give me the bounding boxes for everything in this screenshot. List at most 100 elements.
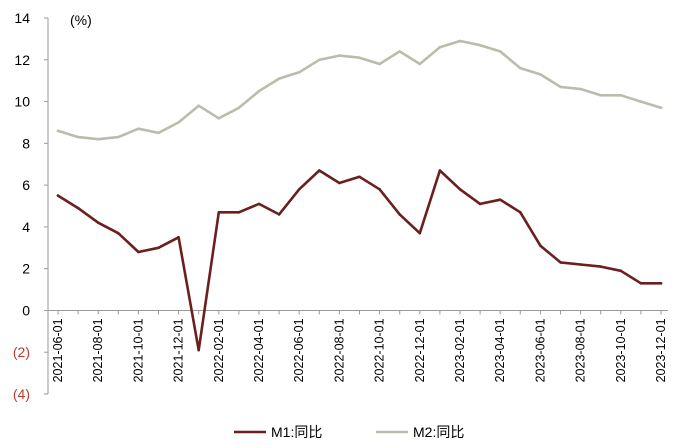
- y-tick-label: 0: [22, 302, 30, 318]
- data-point: [297, 71, 301, 74]
- data-point: [56, 129, 60, 133]
- data-point: [277, 77, 281, 80]
- y-tick-label: 4: [22, 219, 30, 235]
- data-point: [358, 56, 361, 59]
- y-tick-label: 10: [14, 94, 30, 110]
- data-point: [619, 269, 623, 273]
- data-point: [358, 175, 361, 179]
- y-tick-label: (2): [13, 344, 30, 360]
- data-point: [96, 221, 100, 224]
- data-point: [599, 94, 602, 97]
- series-layer: [56, 39, 663, 352]
- data-point: [398, 213, 402, 216]
- data-point: [76, 206, 80, 210]
- x-tick-label: 2023-06-01: [533, 318, 547, 382]
- data-point: [257, 202, 261, 206]
- x-tick-label: 2022-08-01: [332, 318, 346, 382]
- data-point: [478, 202, 482, 206]
- data-point: [599, 265, 602, 268]
- data-point: [56, 194, 60, 197]
- data-point: [579, 87, 582, 91]
- data-point: [639, 282, 643, 285]
- data-point: [398, 50, 402, 53]
- data-point: [438, 169, 442, 172]
- data-point: [498, 198, 502, 201]
- data-point: [639, 100, 643, 103]
- data-point: [559, 85, 562, 89]
- x-tick-label: 2021-08-01: [91, 318, 105, 382]
- data-point: [237, 106, 241, 110]
- x-tick-label: 2021-06-01: [51, 318, 65, 382]
- x-tick-label: 2023-08-01: [574, 318, 588, 382]
- data-point: [458, 188, 462, 191]
- data-point: [619, 94, 623, 97]
- data-point: [418, 231, 422, 235]
- series-line-m2: [56, 39, 663, 141]
- data-point: [117, 135, 120, 139]
- data-point: [177, 236, 180, 239]
- data-point: [217, 117, 221, 120]
- x-tick-label: 2022-10-01: [373, 318, 387, 382]
- y-tick-label: 8: [22, 135, 30, 151]
- x-tick-label: 2022-12-01: [413, 318, 427, 382]
- data-point: [539, 244, 542, 247]
- x-tick-label: 2022-02-01: [212, 318, 226, 382]
- x-tick-label: 2022-06-01: [292, 318, 306, 382]
- data-point: [659, 282, 663, 285]
- data-point: [177, 121, 180, 124]
- y-tick-label: 2: [22, 261, 30, 277]
- data-point: [117, 231, 120, 235]
- data-point: [318, 58, 321, 62]
- x-tick-labels: 2021-06-01 2021-08-01 2021-10-01 2021-12-01…: [51, 310, 668, 382]
- x-tick-label: 2023-02-01: [453, 318, 467, 382]
- x-tick-label: 2021-10-01: [131, 318, 145, 382]
- x-tick-label: 2023-04-01: [493, 318, 507, 382]
- data-point: [378, 62, 381, 66]
- data-point: [378, 188, 381, 191]
- data-point: [318, 169, 321, 172]
- x-tick-label: 2023-12-01: [654, 318, 668, 382]
- data-point: [338, 54, 341, 57]
- data-point: [338, 181, 341, 185]
- unit-label: (%): [70, 12, 92, 28]
- data-point: [237, 211, 241, 214]
- data-point: [539, 73, 542, 76]
- y-tick-label: (4): [13, 386, 30, 402]
- data-point: [659, 106, 663, 110]
- data-point: [277, 213, 281, 216]
- legend-label: M1:同比: [271, 424, 322, 440]
- data-point: [76, 135, 80, 139]
- data-point: [257, 89, 261, 93]
- data-point: [559, 261, 562, 264]
- data-point: [579, 263, 582, 266]
- axes: [47, 18, 668, 394]
- data-point: [96, 137, 100, 141]
- legend: M1:同比 M2:同比: [234, 424, 464, 440]
- y-tick-label: 12: [14, 52, 30, 68]
- y-tick-label: 6: [22, 177, 30, 193]
- data-point: [498, 50, 502, 53]
- data-point: [137, 127, 140, 130]
- data-point: [157, 131, 160, 135]
- data-point: [197, 348, 200, 352]
- x-tick-label: 2022-04-01: [252, 318, 266, 382]
- data-point: [519, 211, 522, 214]
- data-point: [197, 104, 200, 107]
- data-point: [458, 39, 462, 43]
- y-tick-label: 14: [14, 10, 30, 26]
- data-point: [137, 250, 140, 254]
- data-point: [157, 246, 160, 250]
- x-tick-label: 2021-12-01: [172, 318, 186, 382]
- series-line-m1: [56, 169, 663, 352]
- data-point: [478, 43, 482, 47]
- data-point: [297, 188, 301, 191]
- legend-label: M2:同比: [413, 424, 464, 440]
- x-tick-label: 2023-10-01: [614, 318, 628, 382]
- data-point: [438, 45, 442, 49]
- data-point: [519, 66, 522, 70]
- y-tick-labels: (4) (2) 0 2 4 6 8 10 12 14: [13, 10, 48, 402]
- data-point: [418, 62, 422, 66]
- data-point: [217, 211, 221, 214]
